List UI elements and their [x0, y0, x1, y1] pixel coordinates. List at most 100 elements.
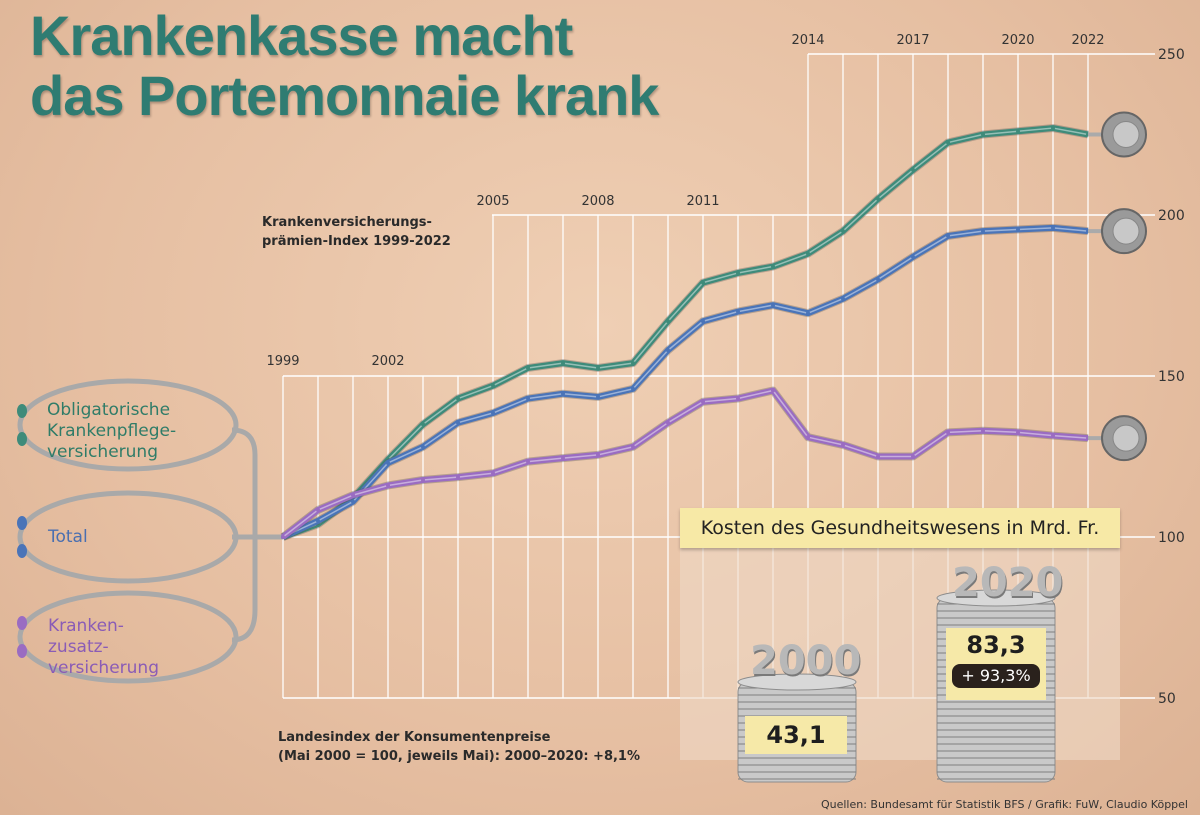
subtitle-line-1: Krankenversicherungs-	[262, 215, 432, 230]
y-tick-label: 50	[1158, 691, 1176, 707]
series-highlight	[282, 127, 1089, 538]
data-point	[946, 430, 950, 435]
legend-label: versicherung	[47, 442, 158, 462]
source-note: Quellen: Bundesamt für Statistik BFS / G…	[820, 798, 1188, 811]
stethoscope-stem	[231, 427, 283, 643]
data-point	[1051, 126, 1055, 131]
legend-label: versicherung	[48, 658, 159, 678]
coin-year-2020: 2020	[952, 560, 1064, 606]
series-line-0	[281, 125, 1089, 540]
data-point	[561, 456, 565, 461]
data-point	[1051, 433, 1055, 438]
coin-year-2000: 2000	[750, 638, 862, 684]
data-point	[736, 396, 740, 401]
data-point	[666, 348, 670, 353]
data-point	[911, 167, 915, 172]
legend-label: Total	[48, 527, 88, 547]
data-point	[771, 303, 775, 308]
data-point	[316, 507, 320, 512]
chestpiece-diaphragm	[1112, 424, 1140, 452]
coin-top	[737, 673, 857, 691]
data-point	[841, 296, 845, 301]
data-point	[456, 475, 460, 480]
subtitle-line-2: prämien-Index 1999-2022	[262, 234, 451, 249]
cost-change-badge: + 93,3%	[952, 664, 1040, 688]
cpi-note-line-2: (Mai 2000 = 100, jeweils Mai): 2000–2020…	[278, 749, 641, 764]
data-point	[421, 422, 425, 427]
stethoscope-legend	[17, 378, 283, 684]
data-point	[666, 319, 670, 324]
data-point	[876, 277, 880, 282]
data-point	[911, 454, 915, 459]
data-point	[981, 132, 985, 137]
data-point	[351, 493, 355, 498]
data-point	[771, 264, 775, 269]
data-point	[946, 140, 950, 145]
data-point	[876, 196, 880, 201]
earpiece-icon	[17, 644, 27, 658]
x-tick-label: 2014	[791, 33, 824, 48]
data-point	[876, 454, 880, 459]
data-point	[526, 459, 530, 464]
data-point	[596, 365, 600, 370]
data-point	[806, 251, 810, 256]
legend-label: Kranken-	[48, 616, 124, 636]
data-point	[946, 233, 950, 238]
x-tick-label: 1999	[266, 354, 299, 369]
legend-label: Obligatorische	[47, 400, 171, 420]
legend-obligatorisch: Obligatorische Krankenpflege- versicheru…	[47, 400, 176, 463]
data-point	[561, 391, 565, 396]
data-point	[561, 361, 565, 366]
data-point	[491, 411, 495, 416]
page-title: Krankenkasse macht das Portemonnaie kran…	[30, 4, 659, 127]
cpi-note-line-1: Landesindex der Konsumentenpreise	[278, 730, 551, 745]
data-point	[701, 280, 705, 285]
earpiece-icon	[17, 404, 27, 418]
data-point	[596, 452, 600, 457]
data-point	[386, 460, 390, 465]
data-point	[631, 361, 635, 366]
earpiece-icon	[17, 616, 27, 630]
data-point	[701, 319, 705, 324]
data-point	[281, 535, 285, 539]
chestpiece-diaphragm	[1112, 121, 1140, 148]
title-line-1: Krankenkasse macht	[30, 4, 573, 67]
data-point	[1051, 225, 1055, 230]
costs-title: Kosten des Gesundheitswesens in Mrd. Fr.	[680, 508, 1120, 548]
data-point	[841, 442, 845, 447]
y-tick-label: 100	[1158, 530, 1185, 546]
data-point	[841, 229, 845, 234]
cpi-note: Landesindex der Konsumentenpreise (Mai 2…	[278, 728, 640, 766]
x-tick-label: 2002	[371, 354, 404, 369]
data-point	[386, 483, 390, 488]
x-tick-label: 2011	[686, 194, 719, 209]
data-point	[421, 478, 425, 483]
data-point	[526, 396, 530, 401]
data-point	[911, 254, 915, 259]
chart-subtitle: Krankenversicherungs- prämien-Index 1999…	[262, 213, 451, 251]
data-point	[491, 471, 495, 476]
earpiece-icon	[17, 432, 27, 446]
data-point	[316, 518, 320, 523]
data-point	[456, 420, 460, 425]
y-tick-label: 250	[1158, 47, 1185, 63]
earpiece-icon	[17, 544, 27, 558]
data-point	[421, 444, 425, 449]
series-shadow	[281, 223, 1089, 541]
chestpiece-diaphragm	[1112, 217, 1140, 245]
data-point	[701, 399, 705, 404]
data-point	[1016, 129, 1020, 134]
data-point	[1016, 227, 1020, 232]
data-point	[981, 229, 985, 234]
series-line-1	[281, 224, 1089, 540]
x-tick-label: 2022	[1071, 33, 1104, 48]
stethoscope-tube	[17, 590, 239, 684]
cost-value-2000: 43,1	[745, 716, 847, 754]
series-highlight	[282, 227, 1089, 538]
data-point	[736, 309, 740, 314]
y-tick-label: 150	[1158, 369, 1185, 385]
data-point	[771, 388, 775, 393]
legend-label: Krankenpflege-	[47, 421, 177, 441]
x-tick-label: 2017	[896, 33, 929, 48]
title-line-2: das Portemonnaie krank	[30, 64, 659, 127]
